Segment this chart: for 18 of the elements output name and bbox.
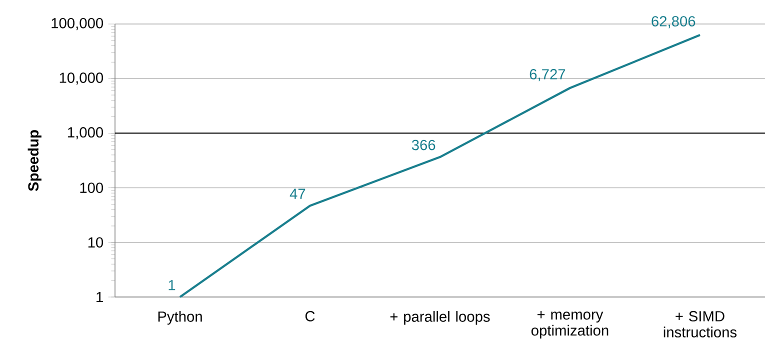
data-label: 1	[168, 280, 176, 290]
data-label: 62,806	[652, 16, 696, 28]
y-tick-label: 10	[88, 237, 104, 248]
x-tick-label: + memory optimization	[531, 311, 608, 339]
y-tick-label: 10,000	[60, 72, 104, 85]
x-tick-label: + parallel loops	[390, 311, 490, 325]
data-label: 47	[290, 188, 306, 199]
data-label: 6,727	[530, 69, 566, 82]
line-series	[178, 34, 702, 298]
y-tick-label: 100	[80, 182, 104, 193]
y-tick-label: 1	[96, 292, 103, 302]
y-tick-label: 1,000	[68, 127, 104, 140]
x-tick-label: C	[305, 311, 315, 322]
y-tick-label: 100,000	[52, 18, 104, 30]
x-tick-label: + SIMD instructions	[664, 311, 737, 338]
data-label: 366	[412, 140, 436, 150]
y-axis-title: Speedup	[28, 130, 42, 192]
x-tick-label: Python	[158, 311, 202, 325]
